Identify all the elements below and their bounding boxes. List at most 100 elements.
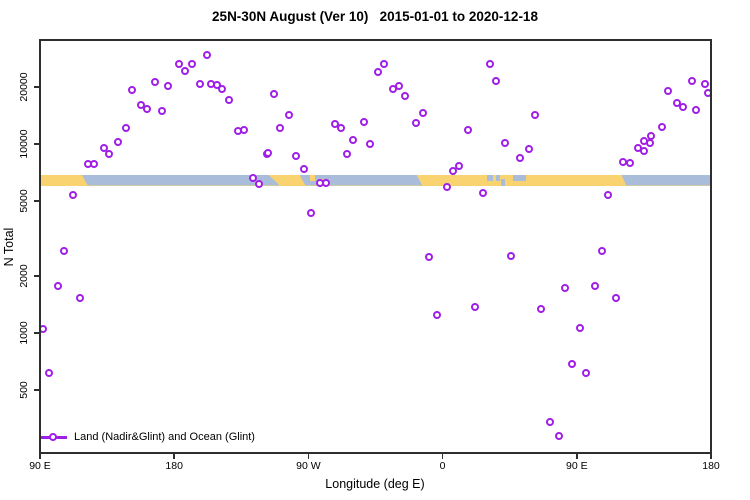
- data-point: [639, 146, 648, 155]
- plot-area: Land (Nadir&Glint) and Ocean (Glint): [40, 40, 711, 453]
- x-tick-label: 0: [439, 460, 446, 472]
- data-point: [443, 183, 452, 192]
- y-tick-label: 10000: [18, 129, 30, 159]
- data-point: [150, 77, 159, 86]
- y-tick: [34, 86, 40, 88]
- x-tick: [576, 454, 578, 459]
- data-point: [449, 167, 458, 176]
- data-point: [174, 60, 183, 68]
- data-point: [672, 98, 681, 107]
- data-point: [337, 123, 346, 132]
- data-point: [531, 111, 540, 120]
- x-tick-label: 180: [702, 460, 720, 472]
- y-tick-label: 1000: [18, 321, 30, 345]
- data-point: [365, 140, 374, 148]
- data-point: [626, 158, 635, 167]
- data-point: [264, 149, 273, 158]
- y-axis-title: N Total: [2, 227, 16, 267]
- data-point: [645, 139, 654, 148]
- data-point: [143, 105, 152, 114]
- data-point: [657, 123, 666, 131]
- data-point: [545, 418, 554, 427]
- data-point: [463, 125, 472, 134]
- x-axis-title: Longitude (deg E): [325, 477, 425, 491]
- data-point: [225, 95, 234, 104]
- legend-marker-icon: [49, 433, 57, 441]
- data-point: [213, 81, 222, 90]
- y-tick: [34, 332, 40, 334]
- data-point: [678, 102, 687, 111]
- data-point: [307, 209, 316, 218]
- data-point: [581, 369, 590, 378]
- data-point: [395, 81, 404, 90]
- x-tick-label: 180: [165, 460, 183, 472]
- y-tick: [34, 143, 40, 145]
- data-point: [59, 246, 68, 255]
- data-point: [525, 145, 534, 154]
- data-point: [53, 282, 62, 291]
- data-point: [590, 282, 599, 291]
- data-point: [486, 60, 495, 68]
- data-point: [701, 79, 710, 88]
- band-ocean-segment: [81, 174, 281, 186]
- data-point: [604, 191, 613, 200]
- band-land-patch: [278, 179, 284, 186]
- data-point: [619, 157, 628, 166]
- data-point: [100, 143, 109, 152]
- data-point: [76, 294, 85, 303]
- data-point: [380, 60, 389, 68]
- data-point: [663, 86, 672, 95]
- data-point: [507, 252, 516, 261]
- data-point: [276, 123, 285, 132]
- y-tick-label: 500: [18, 381, 30, 399]
- data-point: [401, 92, 410, 101]
- data-point: [455, 161, 463, 170]
- y-tick-label: 2000: [18, 264, 30, 288]
- data-point: [478, 188, 487, 197]
- data-point: [89, 160, 98, 169]
- data-point: [432, 310, 441, 319]
- land-ocean-strip: [40, 174, 711, 186]
- x-tick: [39, 454, 41, 459]
- data-point: [501, 139, 510, 148]
- x-tick-label: 90 W: [296, 460, 321, 472]
- data-point: [203, 50, 211, 59]
- data-point: [292, 151, 301, 160]
- data-point: [471, 303, 480, 312]
- band-ocean-patch: [487, 174, 494, 181]
- data-point: [299, 164, 308, 173]
- data-point: [128, 86, 137, 95]
- band-ocean-patch: [500, 179, 506, 186]
- data-point: [240, 125, 249, 134]
- data-point: [322, 178, 331, 187]
- chart-title: 25N-30N August (Ver 10) 2015-01-01 to 20…: [212, 9, 538, 24]
- data-point: [554, 432, 563, 441]
- data-point: [122, 123, 131, 132]
- x-tick: [307, 454, 310, 459]
- data-point: [492, 77, 501, 86]
- data-point: [560, 284, 569, 292]
- data-point: [425, 253, 434, 262]
- data-point: [270, 89, 279, 98]
- data-point: [44, 369, 53, 378]
- data-point: [692, 106, 701, 115]
- band-ocean-patch: [512, 174, 527, 181]
- data-point: [687, 77, 696, 86]
- band-land-patch: [309, 174, 316, 181]
- data-point: [180, 67, 189, 76]
- data-point: [419, 108, 428, 117]
- data-point: [188, 60, 197, 68]
- y-tick: [34, 389, 40, 391]
- y-tick-label: 20000: [18, 72, 30, 102]
- data-point: [195, 79, 204, 88]
- data-point: [575, 324, 584, 333]
- x-tick: [710, 454, 712, 459]
- band-ocean-patch: [496, 174, 500, 181]
- band-ocean-segment: [621, 174, 711, 186]
- data-point: [516, 154, 525, 163]
- x-tick: [173, 454, 175, 459]
- data-point: [68, 191, 77, 200]
- data-point: [137, 100, 146, 109]
- y-tick-label: 5000: [18, 189, 30, 213]
